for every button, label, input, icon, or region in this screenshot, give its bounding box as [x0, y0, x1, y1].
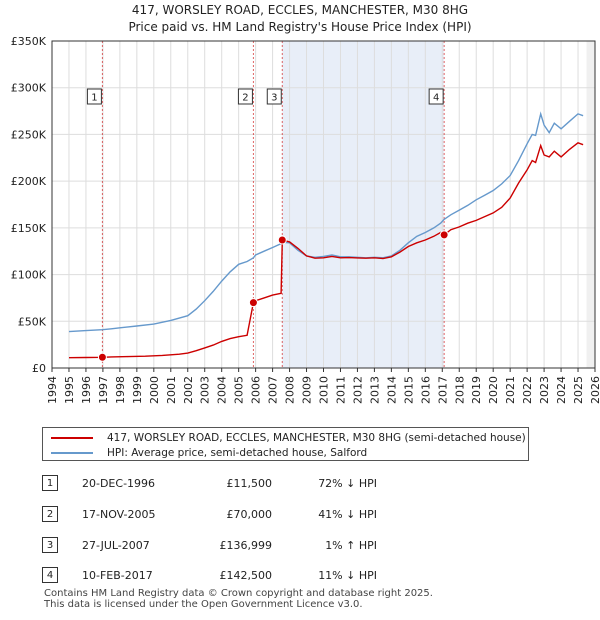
sale-badge-box: [266, 88, 282, 105]
sale-hpi-change: 41% ↓ HPI: [318, 508, 377, 521]
x-tick-label: 2008: [284, 376, 297, 404]
legend-item-property: 417, WORSLEY ROAD, ECCLES, MANCHESTER, M…: [51, 430, 526, 446]
sale-badge-box: [237, 88, 253, 105]
x-tick-label: 1997: [97, 376, 110, 404]
x-tick-label: 2010: [318, 376, 331, 404]
x-tick-label: 2020: [487, 376, 500, 404]
sale-row: 4 10-FEB-2017 £142,500 11% ↓ HPI: [42, 567, 582, 587]
price-chart: 1 2 3 4 £0 £50K £100K £150K £200K £250K £300K £350…: [11, 36, 600, 404]
chart-title-line-2: Price paid vs. HM Land Registry's House …: [128, 20, 472, 34]
chart-title: 417, WORSLEY ROAD, ECCLES, MANCHESTER, M…: [0, 2, 600, 36]
y-tick-label: £200K: [11, 175, 47, 188]
legend-label-property: 417, WORSLEY ROAD, ECCLES, MANCHESTER, M…: [107, 432, 526, 444]
x-tick-label: 2025: [572, 376, 585, 404]
sale-number-badge: 2: [42, 506, 58, 522]
sale-badge-box: [428, 88, 444, 105]
x-tick-label: 2024: [555, 376, 568, 404]
sale-badge-label: 4: [433, 93, 439, 104]
x-tick-label: 2017: [436, 376, 449, 404]
x-tick-label: 2018: [453, 376, 466, 404]
x-tick-label: 2026: [589, 376, 600, 404]
sale-badge-label: 1: [91, 93, 97, 104]
x-tick-label: 1998: [114, 376, 127, 404]
x-tick-label: 2015: [402, 376, 415, 404]
x-tick-label: 1994: [46, 376, 59, 404]
sale-hpi-change: 72% ↓ HPI: [318, 477, 377, 490]
x-tick-label: 2003: [199, 376, 212, 404]
x-tick-label: 2016: [419, 376, 432, 404]
x-tick-label: 2011: [334, 376, 347, 404]
x-tick-label: 1996: [80, 376, 93, 404]
x-tick-label: 1995: [63, 376, 76, 404]
attribution-line-2: This data is licensed under the Open Gov…: [44, 599, 363, 610]
sale-badge-box: [86, 88, 102, 105]
sale-number-badge: 3: [42, 537, 58, 553]
x-tick-label: 2013: [368, 376, 381, 404]
data-attribution: Contains HM Land Registry data © Crown c…: [44, 588, 433, 610]
y-tick-label: £50K: [18, 315, 47, 328]
legend-swatch-property: [51, 437, 93, 439]
shaded-period: [282, 41, 445, 368]
legend-label-hpi: HPI: Average price, semi-detached house,…: [107, 447, 368, 459]
sale-point: [248, 298, 258, 308]
x-tick-label: 2023: [538, 376, 551, 404]
sale-point: [97, 352, 107, 362]
sale-date: 27-JUL-2007: [82, 539, 150, 552]
legend-item-hpi: HPI: Average price, semi-detached house,…: [51, 445, 367, 461]
sale-hpi-change: 1% ↑ HPI: [325, 539, 377, 552]
sale-badge-label: 3: [271, 93, 277, 104]
sale-price: £11,500: [226, 477, 273, 490]
x-tick-label: 2019: [470, 376, 483, 404]
x-tick-label: 2005: [233, 376, 246, 404]
sale-hpi-change: 11% ↓ HPI: [318, 569, 377, 582]
y-tick-label: £150K: [11, 222, 47, 235]
y-tick-label: £100K: [11, 269, 47, 282]
y-tick-label: £250K: [11, 128, 47, 141]
x-tick-label: 2001: [165, 376, 178, 404]
sale-number-badge: 4: [42, 567, 58, 583]
sale-point: [277, 235, 287, 245]
sale-row: 3 27-JUL-2007 £136,999 1% ↑ HPI: [42, 537, 582, 557]
attribution-line-1: Contains HM Land Registry data © Crown c…: [44, 588, 433, 599]
x-tick-label: 2014: [385, 376, 398, 404]
y-tick-label: £0: [32, 362, 46, 375]
sale-date: 20-DEC-1996: [82, 477, 156, 490]
sale-number-badge: 1: [42, 475, 58, 491]
x-tick-label: 2007: [267, 376, 280, 404]
future-period-shade: [586, 41, 595, 368]
x-tick-label: 2006: [250, 376, 263, 404]
sale-badge-label: 2: [242, 93, 248, 104]
x-tick-label: 2000: [148, 376, 161, 404]
sale-price: £142,500: [219, 569, 273, 582]
sale-point: [439, 230, 449, 240]
chart-title-line-1: 417, WORSLEY ROAD, ECCLES, MANCHESTER, M…: [131, 3, 469, 17]
chart-legend: 417, WORSLEY ROAD, ECCLES, MANCHESTER, M…: [42, 427, 529, 461]
property-series-line: [68, 142, 584, 359]
y-tick-label: £300K: [11, 82, 47, 95]
sale-price: £136,999: [219, 539, 273, 552]
x-tick-label: 2012: [351, 376, 364, 404]
x-tick-label: 2021: [504, 376, 517, 404]
sale-date: 10-FEB-2017: [82, 569, 153, 582]
legend-swatch-hpi: [51, 452, 93, 454]
sale-price: £70,000: [226, 508, 273, 521]
x-tick-label: 2004: [216, 376, 229, 404]
x-tick-label: 2009: [301, 376, 314, 404]
x-tick-label: 1999: [131, 376, 144, 404]
sale-row: 1 20-DEC-1996 £11,500 72% ↓ HPI: [42, 475, 582, 495]
sale-row: 2 17-NOV-2005 £70,000 41% ↓ HPI: [42, 506, 582, 526]
x-tick-label: 2022: [521, 376, 534, 404]
x-tick-label: 2002: [182, 376, 195, 404]
y-tick-label: £350K: [11, 36, 47, 48]
sale-date: 17-NOV-2005: [82, 508, 156, 521]
